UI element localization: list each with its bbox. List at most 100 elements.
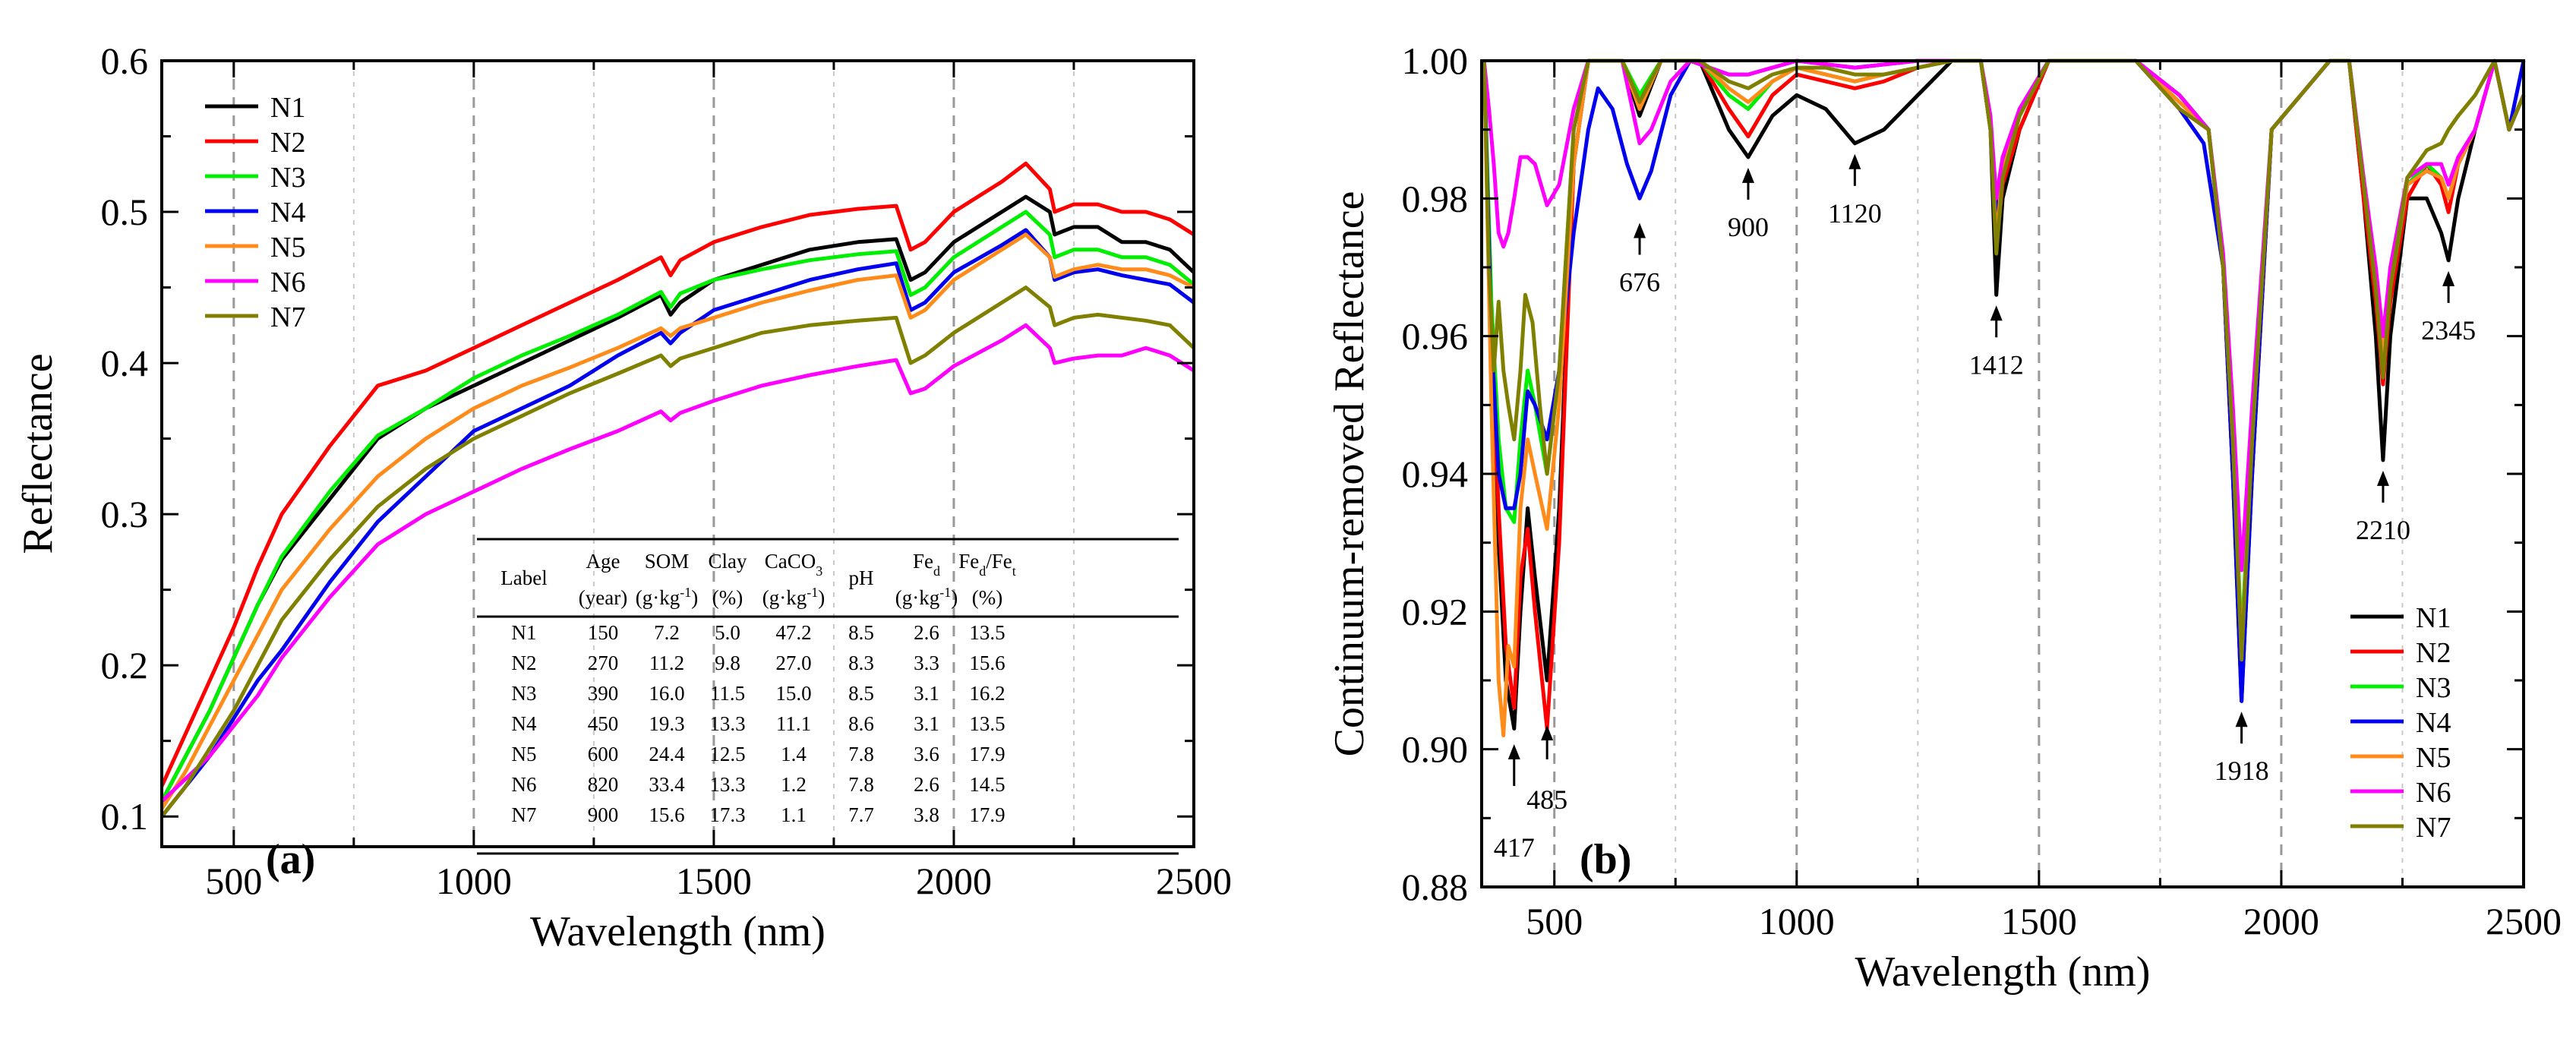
plot-frame [160,59,1195,848]
x-axis-label: Wavelength (nm) [530,908,826,955]
table-cell: 8.3 [848,652,874,674]
table-cell: 13.3 [709,773,745,796]
series-line-n5 [159,232,1195,810]
header-text: Clay [709,550,747,573]
table-header: Age [586,550,620,573]
table-cell: 13.5 [969,712,1005,735]
table-header: SOM [645,550,690,573]
table-cell: 11.1 [776,712,811,735]
y-tick-label: 0.96 [1402,315,1469,358]
y-tick-label: 0.92 [1402,590,1469,633]
x-tick-label: 1500 [676,860,752,902]
table-cell: 3.3 [914,652,939,674]
table-cell: 11.5 [710,682,745,705]
header-text: Age [586,550,620,573]
table-cell: 13.3 [709,712,745,735]
series-line-n7 [160,286,1195,818]
x-tick-label: 500 [205,860,262,902]
legend-label-n5: N5 [270,232,305,264]
table-cell: 17.9 [969,743,1005,765]
panel-label: (a) [266,836,315,883]
header-sup: -1 [939,585,951,600]
series-line-n5 [1482,58,2526,737]
table-header: pH [849,566,874,589]
x-tick-label: 2000 [916,860,992,902]
table-cell: 19.3 [649,712,684,735]
table-cell: 17.3 [709,803,745,826]
table-cell: 33.4 [649,773,685,796]
annotation-arrowhead [1741,167,1754,183]
table-cell: 14.5 [969,773,1005,796]
table-cell: 9.8 [715,652,740,674]
annotation-label: 2210 [2356,515,2410,545]
legend-label-n1: N1 [2416,602,2451,634]
header-sub: d [979,563,986,579]
annotation-arrowhead [2442,270,2455,286]
y-tick-label: 1.00 [1402,39,1469,82]
annotation-arrowhead [1848,153,1861,169]
legend-label-n5: N5 [2416,742,2451,774]
x-tick-label: 1000 [436,860,512,902]
header-text: Fe [958,550,979,573]
table-cell: 600 [588,743,619,765]
legend-label-n7: N7 [270,301,305,333]
annotation-label: 900 [1728,212,1769,242]
legend-label-n3: N3 [270,162,305,194]
table-cell: 3.8 [914,803,939,826]
header-text: CaCO [765,550,816,573]
y-tick-label: 0.6 [101,39,149,82]
table-cell: N5 [512,743,537,765]
y-tick-label: 0.94 [1402,453,1469,495]
series-line-n3 [159,210,1195,803]
table-cell: 15.6 [969,652,1005,674]
legend-label-n4: N4 [270,197,305,229]
x-tick-label: 500 [1526,900,1583,942]
table-cell: 1.1 [781,803,807,826]
table-cell: 27.0 [775,652,811,674]
y-tick-label: 0.90 [1402,728,1469,771]
table-cell: 8.5 [848,682,874,705]
series-line-n2 [159,161,1195,787]
table-cell: 16.0 [649,682,684,705]
table-cell: 7.7 [848,803,874,826]
table-cell: 820 [588,773,619,796]
table-cell: 7.2 [654,621,680,644]
annotation-arrowhead [2235,712,2248,727]
annotation-arrowhead [1541,725,1554,740]
table-cell: 16.2 [969,682,1005,705]
y-tick-label: 0.1 [101,795,149,838]
annotation-arrowhead [1507,744,1520,759]
annotations: 417 485 676 900 1120 1412 1918 2210 2345 [1494,153,2476,863]
annotation-arrowhead [2376,470,2389,486]
series-line-n6 [160,323,1195,803]
table-header: Clay [709,550,747,573]
table-cell: 1.4 [781,743,807,765]
annotation-label: 1120 [1828,198,1882,229]
table-header-unit: (year) [579,586,627,609]
header-text: SOM [645,550,690,573]
header-text: Label [500,566,547,589]
header-text: pH [849,566,874,589]
header-unit-text: ) [818,586,825,609]
table-cell: N4 [512,712,537,735]
table-header-unit: (%) [972,586,1002,609]
table-header: Fed [913,550,940,579]
header-unit-text: ) [951,586,958,609]
annotation-arrowhead [1634,222,1646,238]
header-unit-text: ) [691,586,698,609]
table-cell: N1 [512,621,537,644]
table-header-unit: (%) [712,586,743,609]
header-unit-text: (g·kg [636,586,680,609]
header-unit-text: (%) [972,586,1002,609]
table-header-unit: (g·kg-1) [895,585,958,609]
series-line-n4 [160,228,1195,818]
table-cell: 2.6 [914,621,939,644]
table-cell: 1.2 [781,773,807,796]
x-tick-label: 1000 [1759,900,1835,942]
table-cell: 450 [588,712,619,735]
table-cell: 3.1 [914,682,939,705]
table-cell: 17.9 [969,803,1005,826]
